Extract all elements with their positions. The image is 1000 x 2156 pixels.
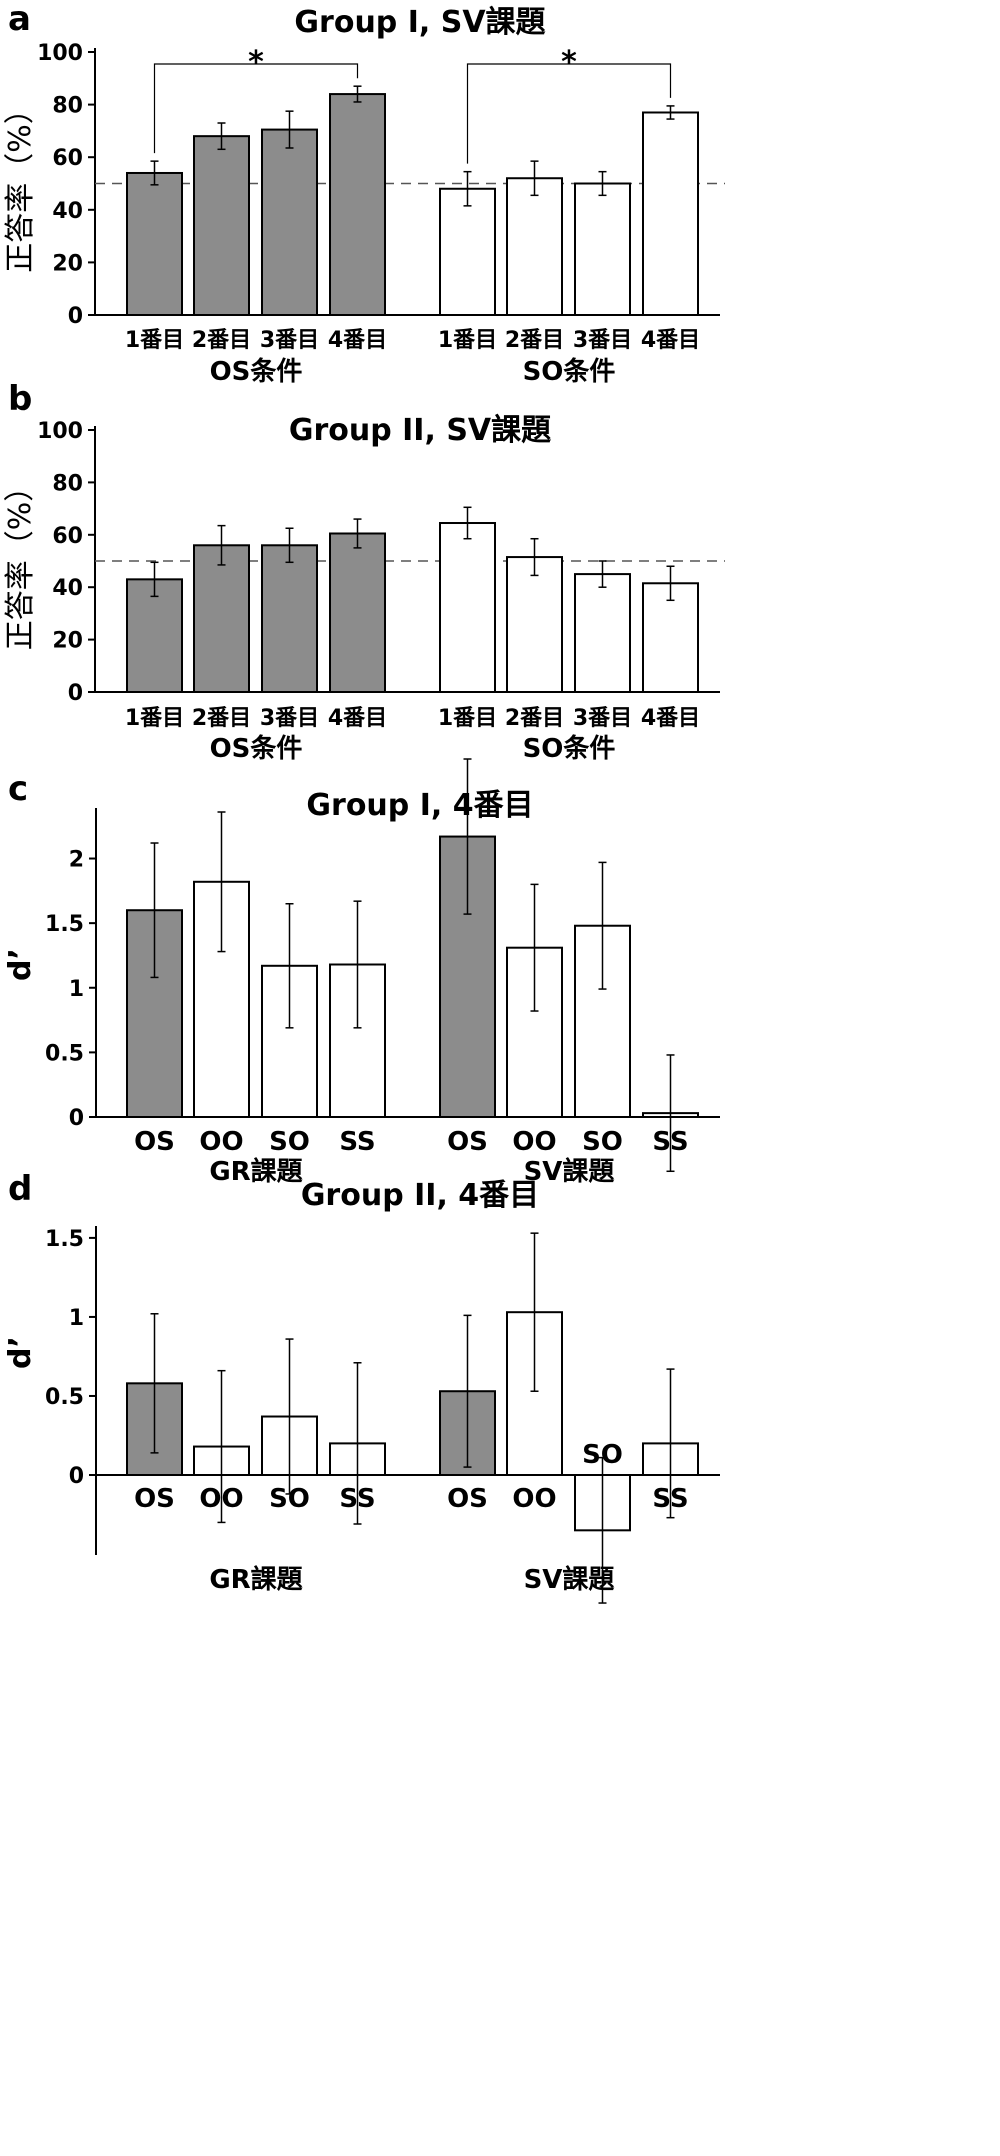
y-tick-label: 60 [52,524,83,549]
x-tick-label: OS [447,1484,488,1514]
panel-letter: c [8,769,28,809]
x-tick-label: 2番目 [192,328,251,353]
y-tick-label: 100 [37,41,83,66]
x-tick-label: 2番目 [192,706,251,731]
group-label: SV課題 [524,1156,616,1187]
chart-title: Group II, SV課題 [289,413,551,448]
x-tick-label: OS [134,1127,175,1157]
x-tick-label: 2番目 [505,706,564,731]
y-axis-label: 正答率（%） [3,94,38,273]
significance-star: * [561,45,577,80]
x-tick-label: SS [652,1484,688,1514]
x-tick-label: SO [269,1484,310,1514]
group-label: GR課題 [209,1156,303,1187]
group-label: OS条件 [210,734,303,764]
chart-panel-d: d Group II, 4番目 0 0.5 1 1.5 d’ OS OO SO SS GR課題 OS OO… [3,1169,720,1604]
y-tick-label: 1.5 [45,1227,84,1252]
bar [126,578,183,694]
bar [439,522,496,694]
x-tick-label: OO [512,1484,556,1514]
x-tick-label: OO [199,1484,243,1514]
x-tick-label: 1番目 [438,328,497,353]
x-tick-label: OO [199,1127,243,1157]
chart-panel-c: c Group I, 4番目 0 0.5 1 1.5 2 d’ OS OO SO SS GR課題 OS OO… [3,758,720,1187]
y-axis-label: d’ [3,948,38,981]
x-tick-label: 1番目 [438,706,497,731]
x-tick-label: SO [582,1127,623,1157]
chart-title: Group I, SV課題 [294,5,545,40]
significance-star: * [248,45,264,80]
bar [642,111,699,316]
x-tick-label: 3番目 [260,706,319,731]
y-tick-label: 0 [69,1106,84,1131]
bar [506,556,563,693]
x-tick-label: SS [339,1484,375,1514]
x-tick-label: 4番目 [641,328,700,353]
y-axis-label: d’ [3,1336,38,1369]
y-tick-label: 40 [52,199,83,224]
x-tick-label: SO [582,1440,623,1470]
x-tick-label: OS [134,1484,175,1514]
group-label: OS条件 [210,357,303,387]
x-tick-label: 1番目 [125,706,184,731]
y-tick-label: 0 [68,681,83,706]
bar [193,544,250,694]
x-tick-label: 3番目 [573,706,632,731]
bar [329,93,386,316]
y-tick-label: 0.5 [45,1041,84,1066]
x-tick-label: SS [339,1127,375,1157]
y-tick-label: 80 [52,471,83,496]
bar [126,171,183,316]
y-tick-label: 80 [52,94,83,119]
chart-title: Group I, 4番目 [306,788,533,823]
x-tick-label: 4番目 [328,706,387,731]
y-axis-label: 正答率（%） [3,472,38,651]
bar [261,544,318,694]
x-tick-label: 4番目 [328,328,387,353]
group-label: SO条件 [523,357,616,387]
x-tick-label: SS [652,1127,688,1157]
y-tick-label: 0 [68,304,83,329]
panel-letter: b [8,379,32,419]
x-tick-label: OO [512,1127,556,1157]
bar [329,532,386,693]
y-tick-label: 0.5 [45,1385,84,1410]
y-tick-label: 100 [37,419,83,444]
x-tick-label: OS [447,1127,488,1157]
y-tick-label: 1 [69,977,84,1002]
bar [574,182,631,316]
group-label: SV課題 [524,1564,616,1595]
x-tick-label: 2番目 [505,328,564,353]
y-tick-label: 60 [52,146,83,171]
x-tick-label: SO [269,1127,310,1157]
x-tick-label: 1番目 [125,328,184,353]
significance-bracket [466,63,672,164]
panel-letter: d [8,1169,32,1209]
y-tick-label: 20 [52,251,83,276]
x-tick-label: 3番目 [260,328,319,353]
bar [574,573,631,693]
bar [193,135,250,316]
chart-panel-b: b Group II, SV課題 0 20 40 60 80 100 正答率（%） 1番目 2番目 3… [3,379,725,764]
x-tick-label: 3番目 [573,328,632,353]
bar [439,187,496,316]
y-tick-label: 20 [52,629,83,654]
y-tick-label: 1 [69,1306,84,1331]
y-tick-label: 1.5 [45,912,84,937]
y-tick-label: 40 [52,576,83,601]
bar [261,128,318,316]
chart-panel-a: a Group I, SV課題 0 20 40 60 80 100 正答率（%） 1番目 2番目 3番… [3,0,725,387]
significance-bracket [153,63,359,154]
y-tick-label: 2 [69,848,84,873]
chart-title: Group II, 4番目 [301,1178,539,1213]
bar [506,177,563,316]
panel-letter: a [8,0,31,39]
group-label: SO条件 [523,734,616,764]
group-label: GR課題 [209,1564,303,1595]
x-tick-label: 4番目 [641,706,700,731]
y-tick-label: 0 [69,1464,84,1489]
